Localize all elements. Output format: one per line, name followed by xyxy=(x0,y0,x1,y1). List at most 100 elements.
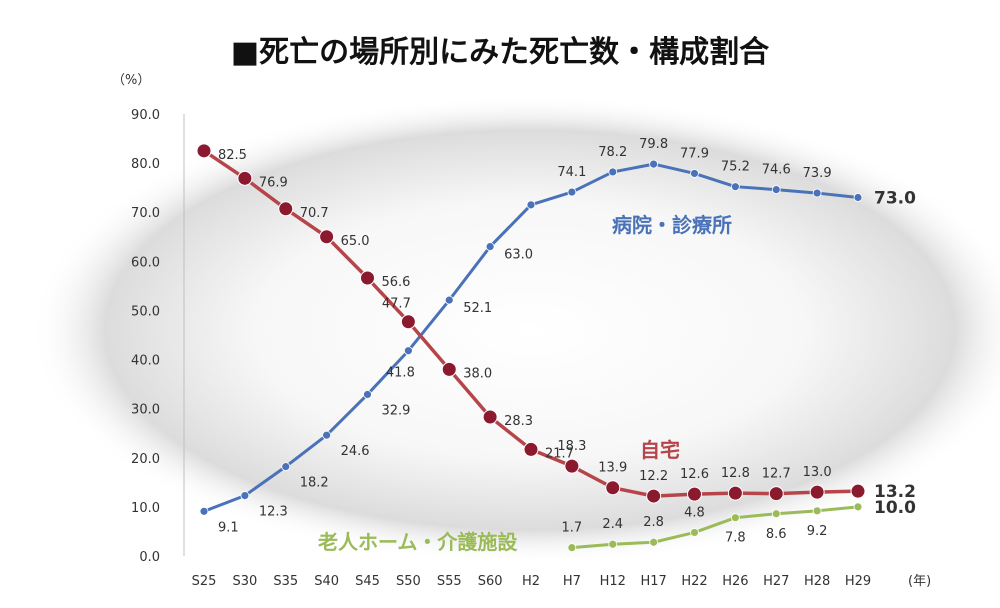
data-point xyxy=(567,543,577,553)
data-label: 70.7 xyxy=(300,206,329,221)
series-line-segment xyxy=(570,464,615,490)
data-point xyxy=(444,295,454,305)
series-label-hospital: 病院・診療所 xyxy=(612,213,732,237)
data-label: 74.6 xyxy=(762,163,791,178)
data-point xyxy=(812,506,822,516)
data-label: 82.5 xyxy=(218,148,247,163)
x-tick-label: S30 xyxy=(232,574,257,589)
data-label: 9.2 xyxy=(807,524,828,539)
series-line-segment xyxy=(243,176,288,211)
series-line-segment xyxy=(815,191,860,199)
data-label: 12.3 xyxy=(259,505,288,520)
series-line-segment xyxy=(611,162,656,174)
series-line-segment xyxy=(324,235,370,280)
data-point xyxy=(730,513,740,523)
series-line-segment xyxy=(488,415,533,452)
data-label: 63.0 xyxy=(504,248,533,263)
background-glow xyxy=(30,95,1000,565)
series-line-segment xyxy=(406,319,451,372)
data-point xyxy=(768,486,784,502)
x-tick-label: H2 xyxy=(522,574,540,589)
data-point xyxy=(649,537,659,547)
data-label: 10.0 xyxy=(874,498,916,518)
chart-title: ■死亡の場所別にみた死亡数・構成割合 xyxy=(231,35,769,70)
data-label: 74.1 xyxy=(557,165,586,180)
series-line-segment xyxy=(325,392,369,437)
x-tick-label: S50 xyxy=(396,574,421,589)
series-line-segment xyxy=(365,276,411,324)
data-point xyxy=(605,480,621,496)
data-label: 12.8 xyxy=(721,466,750,481)
data-label: 32.9 xyxy=(382,403,411,418)
data-point xyxy=(608,167,618,177)
data-point xyxy=(850,483,866,499)
data-point xyxy=(690,169,699,178)
data-point xyxy=(730,182,740,192)
data-point xyxy=(485,242,495,252)
y-tick-label: 70.0 xyxy=(131,206,160,221)
data-label: 8.6 xyxy=(766,527,787,542)
series-line-segment xyxy=(774,188,819,195)
x-tick-label: H17 xyxy=(640,574,666,589)
series-label-care-facility: 老人ホーム・介護施設 xyxy=(318,530,518,554)
series-line-segment xyxy=(284,433,329,469)
x-axis-unit: (年) xyxy=(908,574,931,589)
series-line-segment xyxy=(693,516,737,534)
data-label: 47.7 xyxy=(382,297,411,312)
data-point xyxy=(322,430,332,440)
data-point xyxy=(281,462,291,472)
data-point xyxy=(649,159,659,169)
y-tick-label: 40.0 xyxy=(131,354,160,369)
data-point xyxy=(403,346,413,356)
series-line-segment xyxy=(447,367,492,419)
x-tick-label: H26 xyxy=(722,574,748,589)
data-label: 77.9 xyxy=(680,146,709,161)
series-line-segment xyxy=(570,170,615,194)
data-label: 12.2 xyxy=(639,469,668,484)
y-tick-label: 0.0 xyxy=(139,550,160,565)
x-tick-label: H29 xyxy=(845,574,871,589)
data-label: 73.0 xyxy=(874,188,916,208)
data-point xyxy=(196,143,212,159)
data-point xyxy=(809,484,825,500)
x-tick-label: S55 xyxy=(437,574,462,589)
series-line-segment xyxy=(733,185,778,192)
data-label: 28.3 xyxy=(504,414,533,429)
data-label: 4.8 xyxy=(684,505,705,520)
series-line-segment xyxy=(529,190,574,207)
x-tick-label: S45 xyxy=(355,574,380,589)
data-label: 2.4 xyxy=(602,517,623,532)
series-line-segment xyxy=(243,465,288,498)
data-point xyxy=(646,488,662,504)
y-tick-label: 50.0 xyxy=(131,304,160,319)
data-label: 21.7 xyxy=(545,446,574,461)
data-point xyxy=(400,314,416,330)
data-point xyxy=(771,185,781,195)
x-tick-label: H27 xyxy=(763,574,789,589)
y-tick-label: 60.0 xyxy=(131,255,160,270)
data-label: 56.6 xyxy=(382,275,411,290)
y-tick-label: 90.0 xyxy=(131,108,160,123)
data-point xyxy=(199,506,209,516)
series-line-segment xyxy=(284,207,329,239)
data-point xyxy=(853,193,863,202)
data-label: 78.2 xyxy=(598,145,627,160)
data-point xyxy=(523,441,539,457)
x-axis-ticks: S25 S30 S35 S40 S45 S50 S55 S60 H2 H7 H12 H17 H22 H26… xyxy=(192,574,872,589)
data-point xyxy=(727,485,743,501)
data-label: 73.9 xyxy=(803,166,832,181)
data-label: 65.0 xyxy=(341,234,370,249)
data-label: 1.7 xyxy=(562,521,583,536)
x-tick-label: H7 xyxy=(563,574,581,589)
data-point xyxy=(687,486,702,502)
data-point xyxy=(526,200,536,210)
data-label: 9.1 xyxy=(218,520,239,535)
x-tick-label: S35 xyxy=(273,574,298,589)
data-label: 52.1 xyxy=(463,301,492,316)
y-axis-unit: （%） xyxy=(112,73,150,88)
y-axis-ticks: 0.0 10.0 20.0 30.0 40.0 50.0 60.0 70.0 80.0 90.0 xyxy=(131,108,160,565)
data-point xyxy=(690,528,699,537)
data-label: 76.9 xyxy=(259,175,288,190)
